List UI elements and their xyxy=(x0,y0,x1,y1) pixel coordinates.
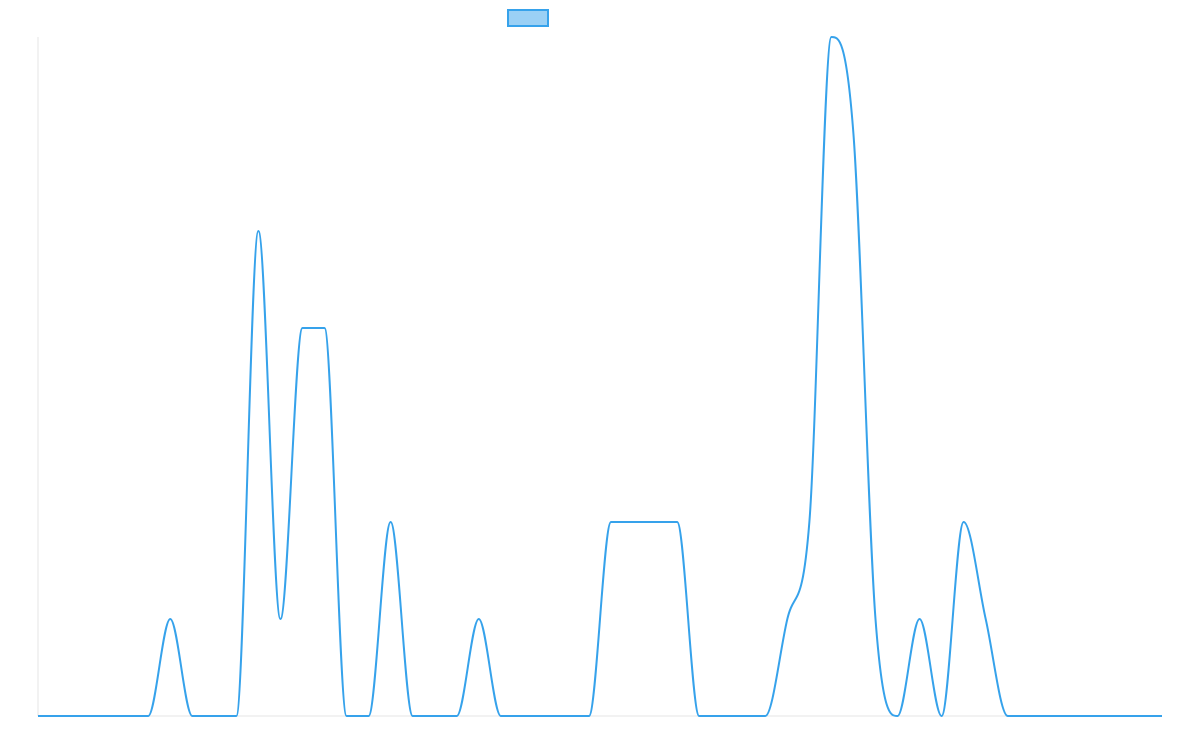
series-layer xyxy=(38,36,1162,717)
series-line-0 xyxy=(38,36,1162,717)
legend[interactable] xyxy=(507,9,549,27)
legend-swatch-0[interactable] xyxy=(507,9,549,27)
